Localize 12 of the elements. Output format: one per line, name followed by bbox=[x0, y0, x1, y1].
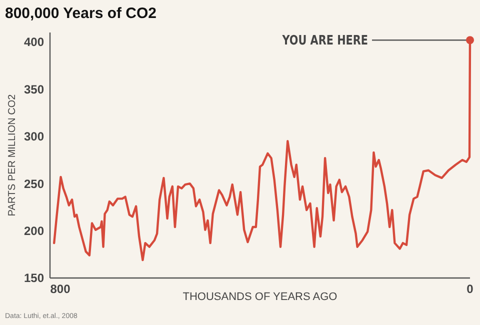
y-tick-label: 400 bbox=[24, 35, 44, 50]
x-tick-label: 800 bbox=[50, 282, 71, 296]
y-tick-label: 350 bbox=[24, 82, 44, 96]
annotation: YOU ARE HERE bbox=[281, 32, 368, 48]
y-tick-label: 300 bbox=[24, 130, 44, 144]
chart-title: 800,000 Years of CO2 bbox=[5, 5, 156, 22]
y-tick-label: 150 bbox=[24, 271, 44, 286]
x-axis-title: THOUSANDS OF YEARS AGO bbox=[182, 291, 338, 303]
x-tick-label: 0 bbox=[466, 282, 474, 296]
y-tick-label: 250 bbox=[24, 176, 44, 191]
y-axis-title: PARTS PER MILLION CO2 bbox=[7, 94, 18, 216]
y-tick-label: 200 bbox=[24, 224, 44, 238]
